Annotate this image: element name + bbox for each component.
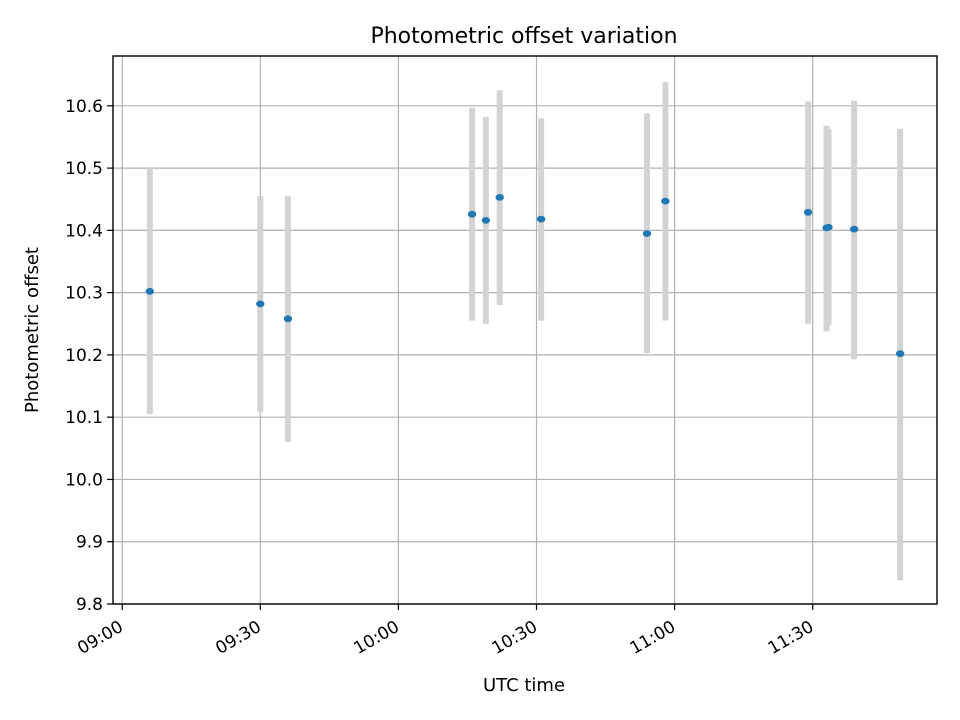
x-tick-label: 09:00 [74,617,126,659]
data-points [145,193,905,358]
data-point [536,215,546,223]
chart-title: Photometric offset variation [370,24,677,49]
y-tick-label: 10.2 [65,346,103,366]
y-tick-label: 9.8 [76,595,103,615]
plot-frame [112,55,938,605]
data-point [824,223,833,231]
x-tick-label: 11:00 [627,617,679,659]
data-point [849,225,859,233]
x-axis-ticks: 09:00 09:30 10:00 10:30 11:00 11:30 [74,604,817,659]
data-point [283,315,293,323]
x-axis-label: UTC time [483,675,565,696]
data-point [145,287,155,295]
data-point [803,208,813,216]
data-point [895,350,905,358]
data-point [642,230,652,237]
data-point [661,197,670,205]
y-axis-ticks: 9.8 9.9 10.0 10.1 10.2 10.3 10.4 10.5 10.6 [65,97,113,615]
data-point [467,210,477,218]
x-tick-label: 11:30 [765,617,817,659]
grid [113,56,937,605]
y-tick-label: 10.1 [65,408,103,428]
x-tick-label: 09:30 [212,617,264,659]
data-point [481,217,491,224]
x-tick-label: 10:30 [489,617,541,659]
y-tick-label: 10.4 [65,221,103,241]
y-tick-label: 10.6 [65,97,103,117]
y-tick-label: 9.9 [76,533,103,553]
data-point [256,300,265,308]
y-tick-label: 10.5 [65,159,103,179]
y-tick-label: 10.0 [65,470,103,490]
y-axis-label: Photometric offset [22,247,43,413]
x-tick-label: 10:00 [350,617,402,659]
y-tick-label: 10.3 [65,284,103,304]
data-point [495,193,504,201]
